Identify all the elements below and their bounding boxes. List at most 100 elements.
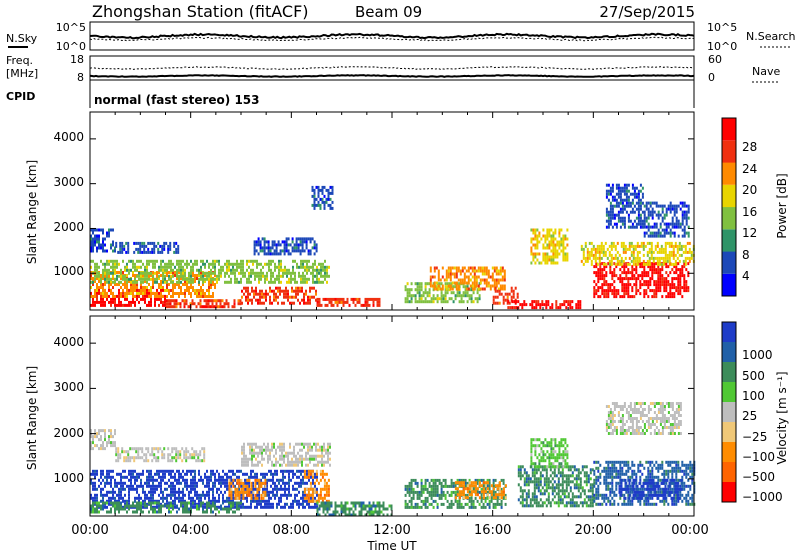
- heatmap-cell: [653, 260, 655, 263]
- heatmap-cell: [162, 500, 164, 503]
- heatmap-cell: [132, 505, 134, 508]
- heatmap-cell: [294, 278, 296, 281]
- heatmap-cell: [639, 260, 641, 263]
- heatmap-cell: [162, 304, 164, 307]
- heatmap-cell: [468, 288, 470, 291]
- heatmap-cell: [292, 473, 294, 476]
- heatmap-cell: [92, 473, 94, 476]
- heatmap-cell: [439, 297, 441, 300]
- heatmap-cell: [139, 456, 141, 459]
- heatmap-cell: [98, 238, 100, 241]
- heatmap-cell: [499, 302, 501, 305]
- heatmap-cell: [100, 494, 102, 497]
- heatmap-cell: [296, 246, 298, 249]
- heatmap-cell: [153, 245, 155, 248]
- heatmap-cell: [148, 304, 150, 307]
- heatmap-cell: [206, 278, 208, 281]
- heatmap-cell: [172, 289, 174, 292]
- heatmap-cell: [622, 223, 624, 226]
- heatmap-cell: [316, 269, 318, 272]
- heatmap-cell: [136, 485, 138, 488]
- heatmap-cell: [162, 272, 164, 275]
- heatmap-cell: [180, 505, 182, 508]
- heatmap-cell: [102, 232, 104, 235]
- heatmap-cell: [170, 278, 172, 281]
- heatmap-cell: [137, 456, 139, 459]
- heatmap-cell: [304, 237, 306, 240]
- heatmap-cell: [631, 277, 633, 280]
- heatmap-cell: [530, 238, 532, 241]
- heatmap-cell: [438, 285, 440, 288]
- heatmap-cell: [136, 473, 138, 476]
- heatmap-cell: [652, 217, 654, 220]
- heatmap-cell: [284, 491, 286, 494]
- heatmap-cell: [656, 202, 658, 205]
- heatmap-cell: [224, 302, 226, 305]
- heatmap-cell: [595, 289, 597, 292]
- heatmap-cell: [282, 473, 284, 476]
- heatmap-cell: [451, 297, 453, 300]
- heatmap-cell: [208, 295, 210, 298]
- heatmap-cell: [124, 494, 126, 497]
- heatmap-cell: [232, 266, 234, 269]
- heatmap-cell: [203, 459, 205, 462]
- heatmap-cell: [96, 272, 98, 275]
- heatmap-cell: [688, 217, 690, 220]
- heatmap-cell: [158, 298, 160, 301]
- heatmap-cell: [619, 260, 621, 263]
- heatmap-cell: [452, 282, 454, 285]
- heatmap-cell: [154, 266, 156, 269]
- heatmap-cell: [131, 447, 133, 450]
- heatmap-cell: [142, 289, 144, 292]
- heatmap-cell: [167, 447, 169, 450]
- heatmap-cell: [278, 503, 280, 506]
- heatmap-cell: [673, 248, 675, 251]
- heatmap-cell: [144, 295, 146, 298]
- heatmap-cell: [232, 269, 234, 272]
- heatmap-cell: [180, 476, 182, 479]
- heatmap-cell: [284, 494, 286, 497]
- heatmap-cell: [472, 276, 474, 279]
- heatmap-cell: [636, 202, 638, 205]
- heatmap-cell: [308, 260, 310, 263]
- heatmap-cell: [226, 476, 228, 479]
- heatmap-cell: [197, 456, 199, 459]
- heatmap-cell: [128, 485, 130, 488]
- heatmap-cell: [257, 446, 259, 449]
- heatmap-cell: [302, 482, 304, 485]
- heatmap-cell: [591, 260, 593, 263]
- heatmap-cell: [256, 260, 258, 263]
- heatmap-cell: [679, 280, 681, 283]
- heatmap-cell: [550, 256, 552, 259]
- heatmap-cell: [323, 443, 325, 446]
- heatmap-cell: [548, 235, 550, 238]
- heatmap-cell: [625, 271, 627, 274]
- heatmap-cell: [228, 497, 230, 500]
- heatmap-cell: [166, 505, 168, 508]
- heatmap-cell: [188, 508, 190, 511]
- heatmap-cell: [685, 289, 687, 292]
- heatmap-cell: [430, 285, 432, 288]
- heatmap-cell: [251, 446, 253, 449]
- heatmap-cell: [630, 226, 632, 229]
- heatmap-cell: [479, 294, 481, 297]
- heatmap-cell: [314, 476, 316, 479]
- heatmap-cell: [142, 503, 144, 506]
- heatmap-cell: [615, 274, 617, 277]
- heatmap-cell: [228, 275, 230, 278]
- heatmap-cell: [288, 470, 290, 473]
- heatmap-cell: [266, 240, 268, 243]
- heatmap-cell: [128, 500, 130, 503]
- heatmap-cell: [312, 479, 314, 482]
- heatmap-cell: [247, 293, 249, 296]
- heatmap-cell: [234, 491, 236, 494]
- heatmap-cell: [238, 497, 240, 500]
- heatmap-cell: [613, 280, 615, 283]
- heatmap-cell: [198, 500, 200, 503]
- heatmap-cell: [674, 223, 676, 226]
- heatmap-cell: [631, 289, 633, 292]
- heatmap-cell: [178, 260, 180, 263]
- heatmap-cell: [507, 293, 509, 296]
- heatmap-cell: [591, 254, 593, 257]
